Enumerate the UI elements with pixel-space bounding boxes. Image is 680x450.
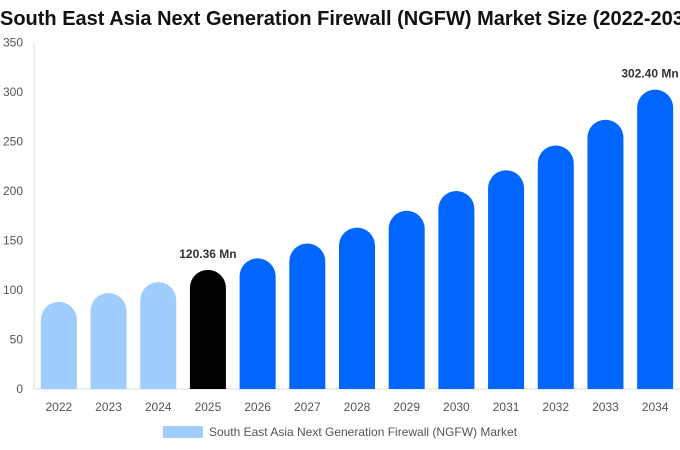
x-tick-label: 2023: [95, 400, 122, 414]
x-tick-label: 2028: [344, 400, 371, 414]
x-tick-label: 2024: [145, 400, 172, 414]
y-tick-label: 0: [16, 382, 23, 396]
chart-title: South East Asia Next Generation Firewall…: [0, 8, 680, 30]
x-tick-label: 2031: [493, 400, 520, 414]
y-tick-label: 350: [3, 36, 23, 50]
bar-2030: [438, 191, 475, 389]
bar-2025: [189, 269, 226, 389]
x-tick-label: 2029: [393, 400, 420, 414]
bar-2034: [637, 89, 674, 390]
x-tick-label: 2030: [443, 400, 470, 414]
x-tick-label: 2033: [592, 400, 619, 414]
y-tick-label: 50: [10, 333, 24, 347]
bar-2032: [537, 145, 574, 389]
x-tick-label: 2034: [642, 400, 669, 414]
x-tick-label: 2022: [45, 400, 72, 414]
y-tick-label: 250: [3, 135, 23, 149]
bar-2031: [488, 170, 525, 389]
bar-2026: [239, 258, 276, 389]
x-tick-label: 2027: [294, 400, 321, 414]
bar-2028: [339, 227, 375, 389]
bar-2024: [140, 282, 177, 389]
y-tick-label: 300: [3, 85, 23, 99]
x-tick-label: 2032: [542, 400, 569, 414]
data-label-2025: 120.36 Mn: [179, 247, 236, 261]
bar-2029: [388, 210, 425, 389]
y-tick-label: 100: [3, 283, 23, 297]
legend: South East Asia Next Generation Firewall…: [0, 425, 680, 439]
data-label-2034: 302.40 Mn: [621, 67, 678, 81]
x-tick-label: 2026: [244, 400, 271, 414]
bar-2023: [90, 292, 127, 389]
legend-swatch: [162, 426, 203, 438]
y-tick-label: 200: [3, 184, 23, 198]
bar-2033: [587, 119, 624, 389]
bar-2022: [40, 301, 77, 389]
bar-2027: [289, 243, 326, 389]
x-tick-label: 2025: [195, 400, 222, 414]
y-tick-label: 150: [3, 234, 23, 248]
legend-label: South East Asia Next Generation Firewall…: [208, 425, 518, 439]
